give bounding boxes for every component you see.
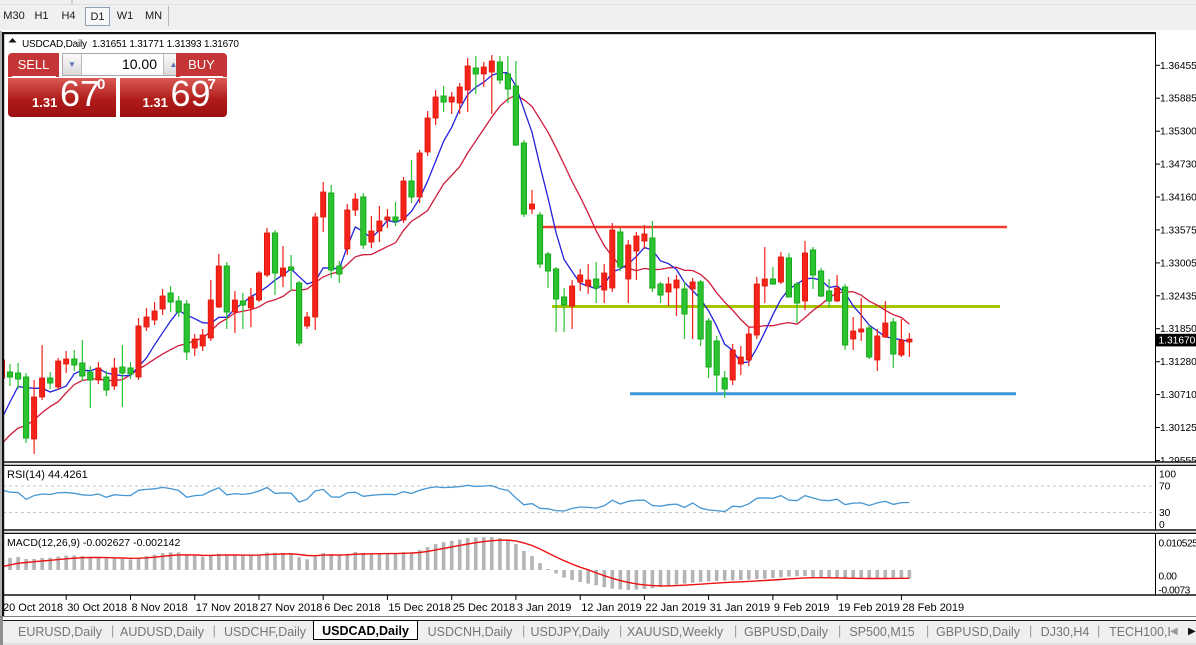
svg-text:1.34160: 1.34160 bbox=[1160, 193, 1196, 204]
svg-text:1.35885: 1.35885 bbox=[1160, 94, 1196, 105]
svg-text:9 Feb 2019: 9 Feb 2019 bbox=[774, 602, 830, 614]
svg-text:1.33575: 1.33575 bbox=[1160, 225, 1196, 236]
svg-text:0.00: 0.00 bbox=[1159, 572, 1178, 583]
svg-text:1.31280: 1.31280 bbox=[1160, 357, 1196, 368]
svg-text:USDCAD,Daily 1.31651 1.31771: USDCAD,Daily 1.31651 1.31771 1.31393 1.3… bbox=[22, 39, 239, 50]
svg-text:6 Dec 2018: 6 Dec 2018 bbox=[324, 602, 380, 614]
svg-text:1.34730: 1.34730 bbox=[1160, 160, 1196, 171]
svg-text:12 Jan 2019: 12 Jan 2019 bbox=[581, 602, 642, 614]
svg-text:30 Oct 2018: 30 Oct 2018 bbox=[67, 602, 127, 614]
svg-text:22 Jan 2019: 22 Jan 2019 bbox=[645, 602, 706, 614]
svg-text:17 Nov 2018: 17 Nov 2018 bbox=[196, 602, 258, 614]
svg-text:30: 30 bbox=[1159, 508, 1171, 519]
svg-text:1.32435: 1.32435 bbox=[1160, 291, 1196, 302]
svg-text:0.010525: 0.010525 bbox=[1159, 539, 1196, 550]
svg-text:20 Oct 2018: 20 Oct 2018 bbox=[3, 602, 63, 614]
svg-text:100: 100 bbox=[1159, 470, 1176, 481]
svg-text:RSI(14) 44.4261: RSI(14) 44.4261 bbox=[7, 469, 88, 481]
svg-text:1.35300: 1.35300 bbox=[1160, 127, 1196, 138]
svg-text:1.31670: 1.31670 bbox=[1159, 336, 1196, 347]
svg-text:MACD(12,26,9) -0.002627 -0.002: MACD(12,26,9) -0.002627 -0.002142 bbox=[7, 537, 181, 549]
svg-text:8 Nov 2018: 8 Nov 2018 bbox=[132, 602, 188, 614]
svg-text:1.31850: 1.31850 bbox=[1160, 324, 1196, 335]
svg-text:25 Dec 2018: 25 Dec 2018 bbox=[453, 602, 515, 614]
svg-text:31 Jan 2019: 31 Jan 2019 bbox=[710, 602, 771, 614]
svg-text:15 Dec 2018: 15 Dec 2018 bbox=[388, 602, 450, 614]
svg-text:1.36455: 1.36455 bbox=[1160, 61, 1196, 72]
svg-text:-0.0073: -0.0073 bbox=[1159, 586, 1191, 597]
svg-text:1.30125: 1.30125 bbox=[1160, 423, 1196, 434]
svg-text:1.33005: 1.33005 bbox=[1160, 258, 1196, 269]
svg-text:28 Feb 2019: 28 Feb 2019 bbox=[902, 602, 964, 614]
svg-text:1.30710: 1.30710 bbox=[1160, 390, 1196, 401]
svg-text:27 Nov 2018: 27 Nov 2018 bbox=[260, 602, 322, 614]
svg-text:19 Feb 2019: 19 Feb 2019 bbox=[838, 602, 900, 614]
svg-text:3 Jan 2019: 3 Jan 2019 bbox=[517, 602, 571, 614]
svg-text:0: 0 bbox=[1159, 520, 1165, 531]
svg-text:70: 70 bbox=[1159, 482, 1171, 493]
